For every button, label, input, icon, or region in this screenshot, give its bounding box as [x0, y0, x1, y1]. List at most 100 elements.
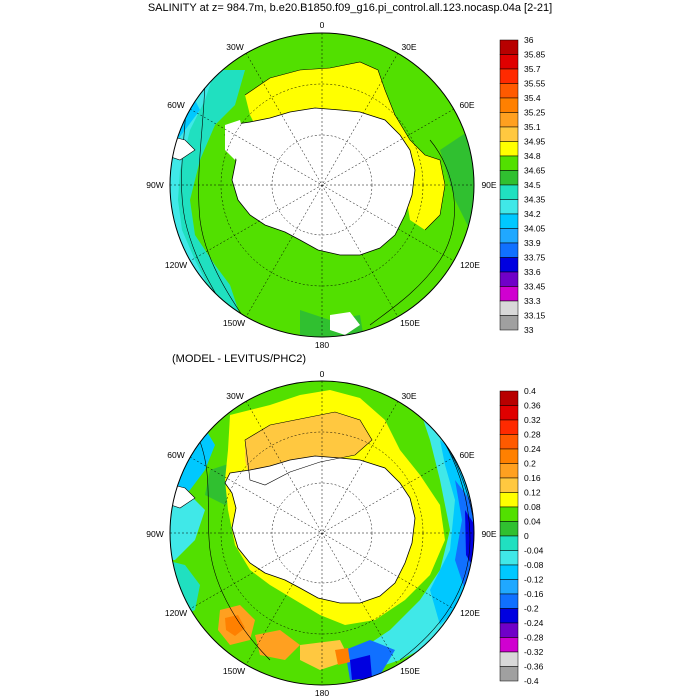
difference-colorbar-label: 0.12: [524, 488, 541, 498]
difference-colorbar-label: -0.4: [524, 676, 539, 686]
difference-colorbar-swatch: [499, 622, 519, 638]
difference-colorbar-label: -0.04: [524, 546, 544, 556]
lon-label-180: 180: [315, 340, 329, 350]
plot-title: SALINITY at z= 984.7m, b.e20.B1850.f09_g…: [147, 2, 553, 14]
difference-colorbar-label: -0.28: [524, 633, 544, 643]
salinity-colorbar-swatch: [499, 184, 519, 200]
salinity-colorbar-label: 35.4: [524, 93, 541, 103]
salinity-colorbar-label: 34.8: [524, 151, 541, 161]
difference-colorbar-swatch: [499, 564, 519, 580]
difference-colorbar-swatch: [499, 666, 519, 682]
lon2-label-30e: 30E: [401, 391, 416, 401]
salinity-colorbar-label: 35.1: [524, 122, 541, 132]
salinity-colorbar-label: 34.2: [524, 209, 541, 219]
salinity-colorbar-swatch: [499, 83, 519, 99]
salinity-colorbar-label: 36: [524, 35, 534, 45]
difference-colorbar-label: 0.28: [524, 430, 541, 440]
lon-label-120w: 120W: [165, 260, 187, 270]
lon-label-60w: 60W: [167, 100, 184, 110]
salinity-colorbar-label: 33.9: [524, 238, 541, 248]
difference-colorbar-label: -0.2: [524, 604, 539, 614]
salinity-colorbar-swatch: [499, 300, 519, 316]
lon-label-150w: 150W: [223, 318, 245, 328]
lon2-label-180: 180: [315, 688, 329, 698]
salinity-colorbar-label: 33.6: [524, 267, 541, 277]
difference-colorbar-label: -0.16: [524, 589, 544, 599]
salinity-colorbar-swatch: [499, 126, 519, 142]
salinity-colorbar-label: 35.85: [524, 50, 546, 60]
difference-colorbar-swatch: [499, 477, 519, 493]
difference-colorbar-label: -0.32: [524, 647, 544, 657]
difference-colorbar-label: 0.16: [524, 473, 541, 483]
difference-colorbar-label: 0.32: [524, 415, 541, 425]
salinity-colorbar-swatch: [499, 199, 519, 215]
salinity-colorbar-swatch: [499, 68, 519, 84]
salinity-colorbar-swatch: [499, 112, 519, 128]
salinity-colorbar-swatch: [499, 286, 519, 302]
difference-colorbar-label: 0.36: [524, 401, 541, 411]
difference-colorbar-label: -0.12: [524, 575, 544, 585]
salinity-colorbar-swatch: [499, 97, 519, 113]
lon2-label-90w: 90W: [146, 529, 163, 539]
salinity-colorbar-swatch: [499, 257, 519, 273]
salinity-colorbar-swatch: [499, 39, 519, 55]
panel2-longitude-labels: 0 30E 60E 90E 120E 150E 180 150W 120W 90…: [146, 369, 497, 698]
salinity-colorbar-swatch: [499, 141, 519, 157]
difference-colorbar-label: 0.04: [524, 517, 541, 527]
difference-colorbar-swatch: [499, 506, 519, 522]
lon-label-90e: 90E: [481, 180, 496, 190]
salinity-colorbar-label: 33.3: [524, 296, 541, 306]
difference-colorbar-label: 0.24: [524, 444, 541, 454]
lon2-label-90e: 90E: [481, 529, 496, 539]
salinity-colorbar-label: 33: [524, 325, 534, 335]
lon2-label-150w: 150W: [223, 666, 245, 676]
salinity-colorbar-label: 35.55: [524, 79, 546, 89]
difference-colorbar-label: 0.2: [524, 459, 536, 469]
difference-colorbar-label: -0.36: [524, 662, 544, 672]
difference-colorbar-swatch: [499, 521, 519, 537]
difference-colorbar-swatch: [499, 608, 519, 624]
difference-colorbar-swatch: [499, 434, 519, 450]
lon2-label-120e: 120E: [460, 608, 480, 618]
difference-colorbar-label: 0.4: [524, 386, 536, 396]
difference-colorbar-swatch: [499, 550, 519, 566]
difference-colorbar-swatch: [499, 637, 519, 653]
salinity-colorbar-swatch: [499, 271, 519, 287]
difference-colorbar-swatch: [499, 535, 519, 551]
lon-label-0: 0: [320, 20, 325, 30]
salinity-colorbar: 36 35.85 35.7 35.55 35.4 35.25 35.1 34.95 34.8 34…: [499, 35, 546, 335]
salinity-colorbar-label: 34.35: [524, 195, 546, 205]
lon-label-120e: 120E: [460, 260, 480, 270]
lon2-label-120w: 120W: [165, 608, 187, 618]
difference-colorbar-label: 0: [524, 531, 529, 541]
lon2-label-150e: 150E: [400, 666, 420, 676]
difference-colorbar: 0.4 0.36 0.32 0.28 0.24 0.2 0.16 0.12 0.08 0.04 0 -…: [499, 386, 544, 686]
lon-label-30w: 30W: [226, 42, 243, 52]
difference-colorbar-swatch: [499, 463, 519, 479]
graticule: [170, 33, 474, 337]
difference-colorbar-swatch: [499, 593, 519, 609]
salinity-colorbar-label: 35.7: [524, 64, 541, 74]
salinity-colorbar-label: 35.25: [524, 108, 546, 118]
salinity-map: [169, 32, 475, 338]
panel1-longitude-labels: 0 30E 60E 90E 120E 150E 180 150W 120W 90…: [146, 20, 497, 350]
salinity-colorbar-swatch: [499, 228, 519, 244]
lon-label-90w: 90W: [146, 180, 163, 190]
difference-colorbar-swatch: [499, 448, 519, 464]
difference-subtitle: (MODEL - LEVITUS/PHC2): [172, 353, 307, 365]
lon-label-150e: 150E: [400, 318, 420, 328]
lon2-label-0: 0: [320, 369, 325, 379]
lon-label-60e: 60E: [459, 100, 474, 110]
difference-colorbar-label: 0.08: [524, 502, 541, 512]
graticule-2: [170, 381, 474, 685]
salinity-colorbar-swatch: [499, 213, 519, 229]
difference-colorbar-swatch: [499, 390, 519, 406]
salinity-colorbar-swatch: [499, 54, 519, 70]
lon2-label-30w: 30W: [226, 391, 243, 401]
salinity-colorbar-swatch: [499, 170, 519, 186]
lon-label-30e: 30E: [401, 42, 416, 52]
difference-colorbar-swatch: [499, 492, 519, 508]
salinity-colorbar-label: 34.95: [524, 137, 546, 147]
difference-colorbar-swatch: [499, 579, 519, 595]
salinity-colorbar-swatch: [499, 242, 519, 258]
